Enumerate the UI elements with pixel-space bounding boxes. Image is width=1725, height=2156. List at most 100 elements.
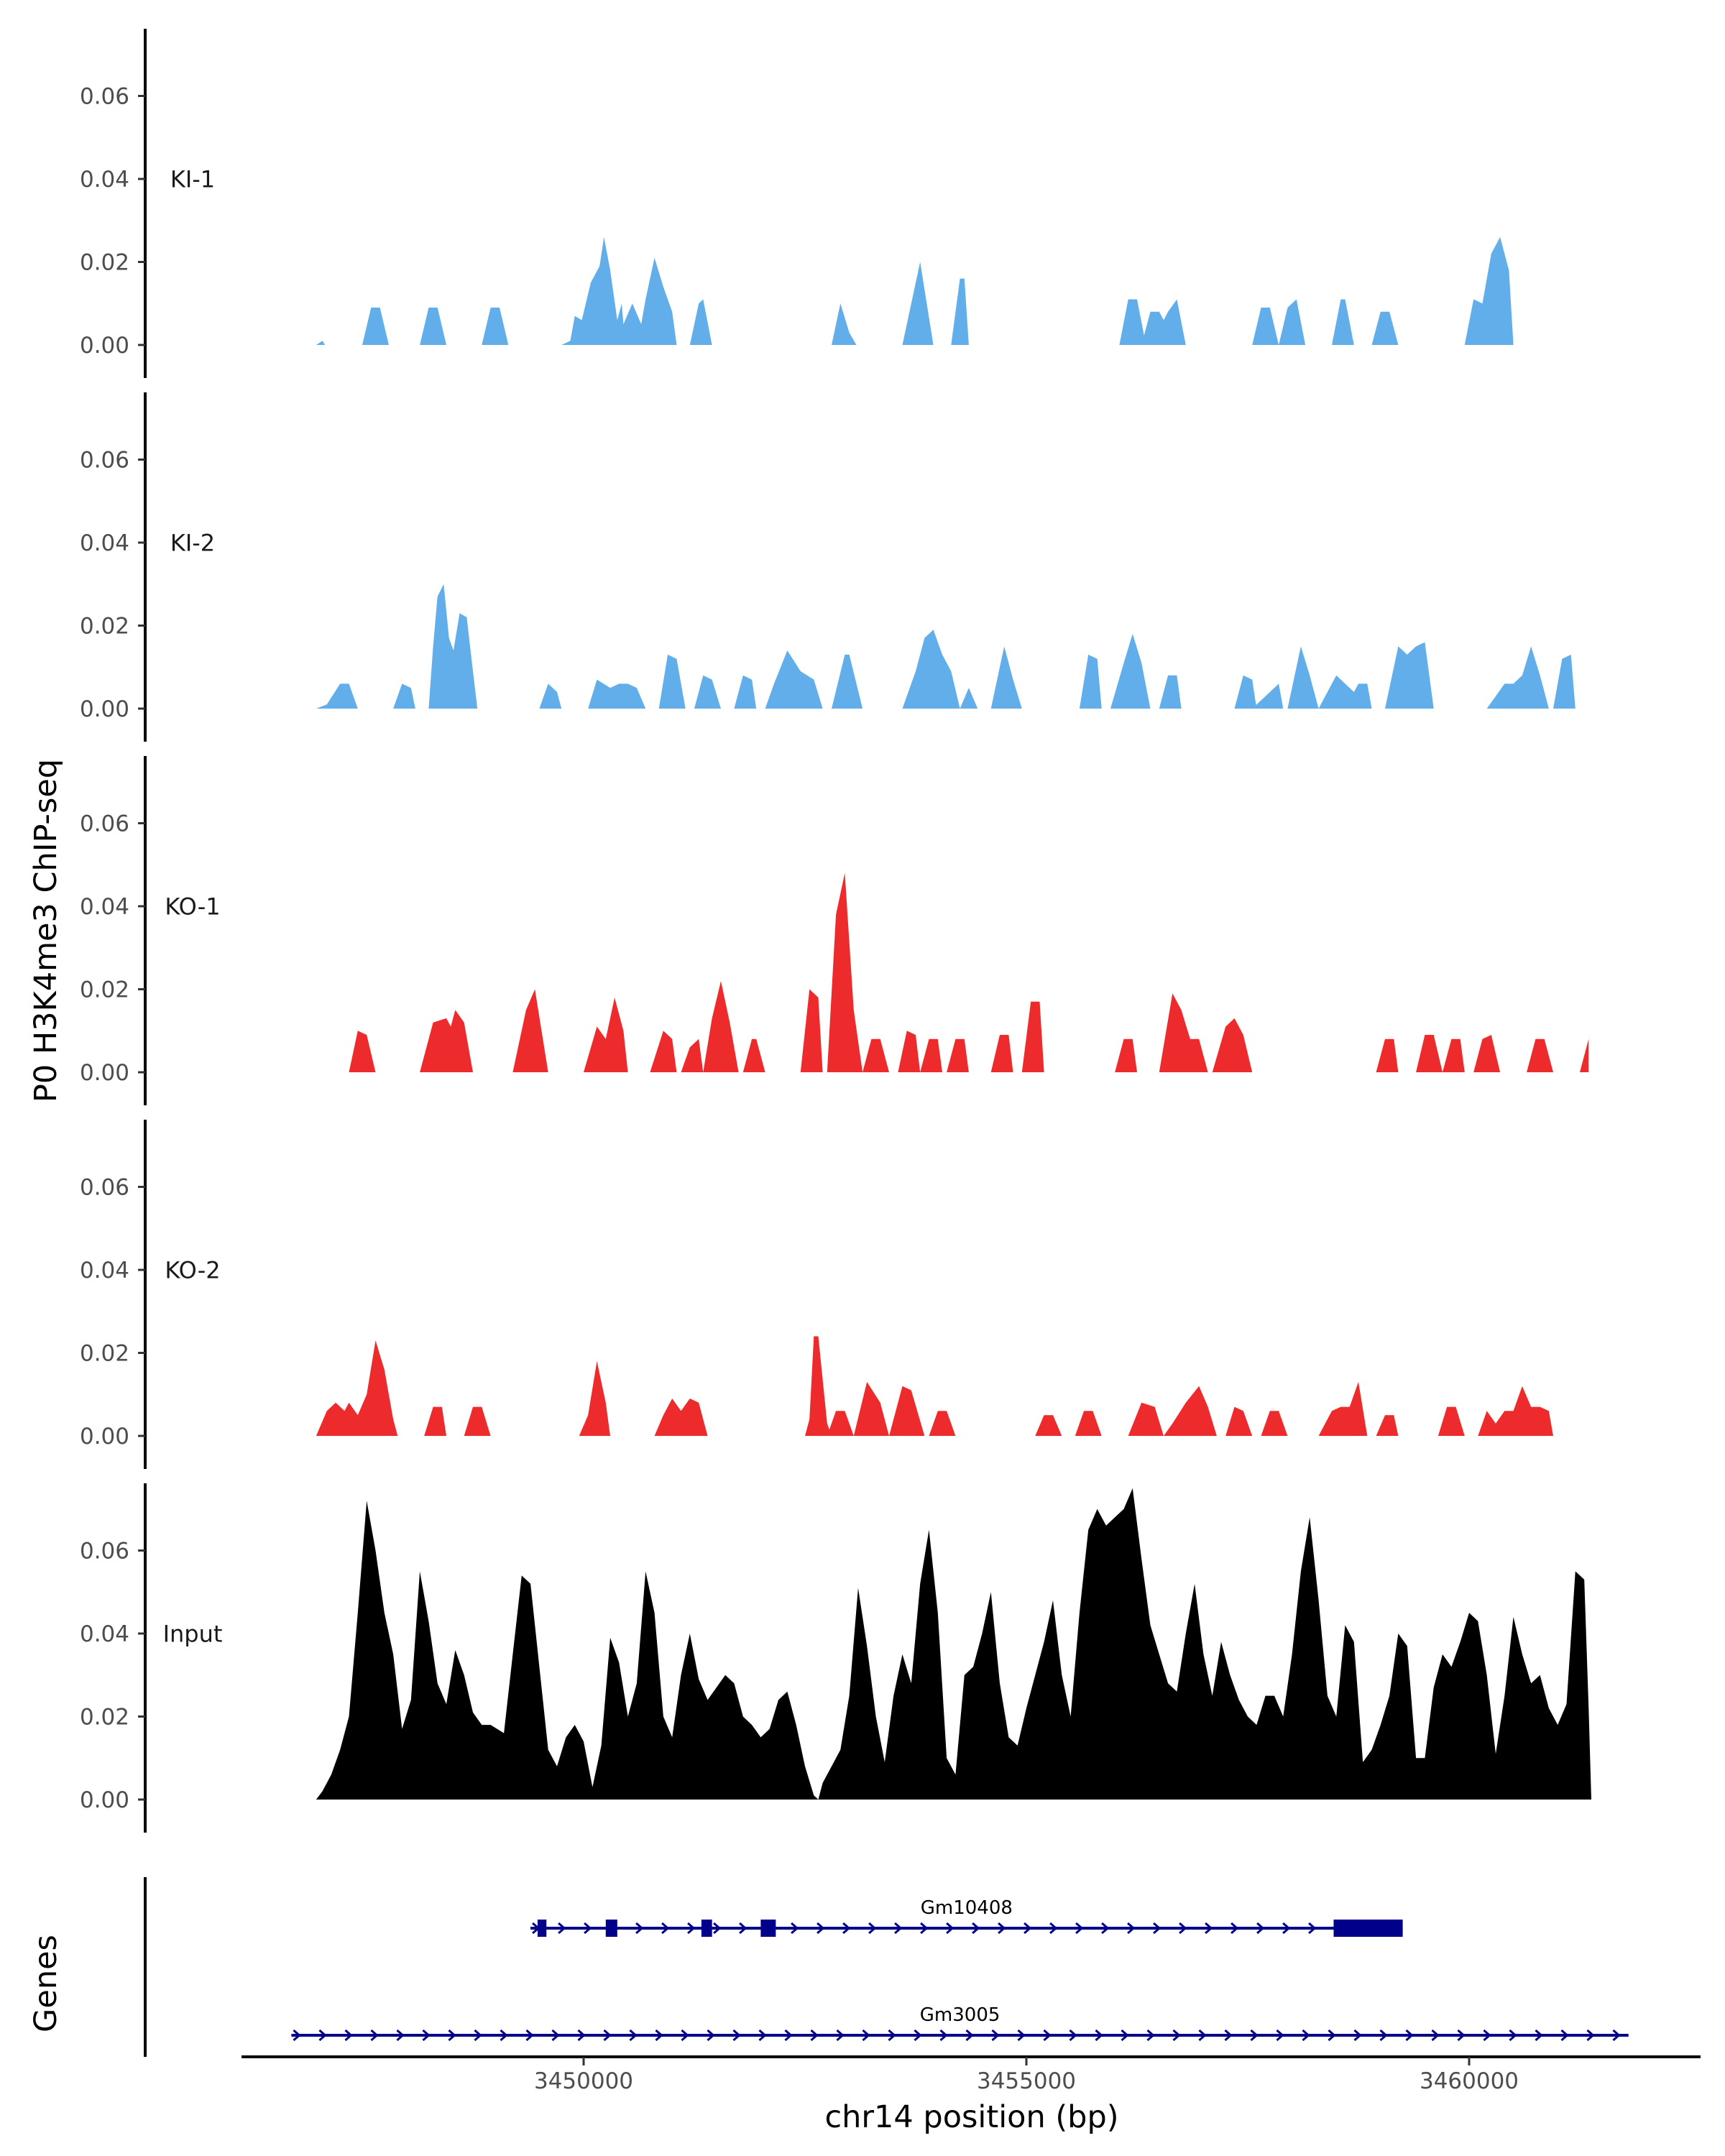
strand-arrow-icon [687, 1922, 696, 1935]
strand-arrow-icon [1535, 2029, 1543, 2042]
strand-arrow-icon [1302, 2029, 1310, 2042]
y-tick-label: 0.06 [80, 811, 129, 837]
strand-arrow-icon [1179, 1922, 1187, 1935]
y-tick-label: 0.04 [80, 1621, 129, 1647]
y-tick-label: 0.00 [80, 1787, 129, 1813]
y-tick-label: 0.02 [80, 1705, 129, 1731]
signal-area-ko-2 [316, 1336, 1553, 1436]
x-axis-title: chr14 position (bp) [824, 2099, 1118, 2135]
strand-arrow-icon [1075, 1922, 1084, 1935]
strand-arrow-icon [920, 1922, 929, 1935]
y-tick-label: 0.04 [80, 530, 129, 556]
strand-arrow-icon [784, 2029, 793, 2042]
x-tick-label: 3460000 [1420, 2068, 1519, 2094]
y-tick-label: 0.00 [80, 1424, 129, 1450]
strand-arrow-icon [965, 2029, 974, 2042]
strand-arrow-icon [1198, 2029, 1207, 2042]
strand-arrow-icon [946, 1922, 954, 1935]
y-tick-label: 0.02 [80, 250, 129, 276]
exon [1333, 1920, 1403, 1937]
strand-arrow-icon [1127, 1922, 1136, 1935]
strand-arrow-icon [739, 1922, 748, 1935]
y-tick-label: 0.00 [80, 1060, 129, 1086]
track-ki-2: 0.00 0.02 0.04 0.06 KI-2 [80, 392, 1576, 742]
strand-arrow-icon [1069, 2029, 1077, 2042]
strand-arrow-icon [1230, 1922, 1239, 1935]
strand-arrow-icon [1121, 2029, 1129, 2042]
track-label: KO-2 [165, 1257, 220, 1284]
strand-arrow-icon [888, 2029, 896, 2042]
y-axis-title: P0 H3K4me3 ChIP-seq [28, 759, 64, 1102]
gene-annotation-panel: Gm10408 Gm3005 [144, 1877, 1629, 2057]
y-tick-label: 0.06 [80, 1539, 129, 1565]
strand-arrow-icon [1049, 1922, 1058, 1935]
strand-arrow-icon [868, 1922, 877, 1935]
signal-tracks: 0.00 0.02 0.04 0.06 KI-1 0.00 0.02 0.04 0.06 KI-2… [80, 29, 1591, 1833]
strand-arrow-icon [474, 2029, 482, 2042]
strand-arrow-icon [758, 2029, 767, 2042]
strand-arrow-icon [1205, 1922, 1213, 1935]
y-tick-label: 0.06 [80, 448, 129, 474]
track-ko-2: 0.00 0.02 0.04 0.06 KO-2 [80, 1120, 1553, 1469]
strand-arrow-icon [1172, 2029, 1181, 2042]
strand-arrow-icon [791, 1922, 799, 1935]
strand-arrow-icon [318, 2029, 327, 2042]
x-tick-label: 3455000 [977, 2068, 1076, 2094]
strand-arrow-icon [293, 2029, 301, 2042]
strand-arrow-icon [1153, 1922, 1162, 1935]
strand-arrow-icon [816, 1922, 825, 1935]
strand-arrow-icon [1379, 2029, 1388, 2042]
strand-arrow-icon [1224, 2029, 1233, 2042]
strand-arrow-icon [629, 2029, 638, 2042]
strand-arrow-icon [1483, 2029, 1491, 2042]
exon [701, 1920, 712, 1937]
track-ko-1: 0.00 0.02 0.04 0.06 KO-1 [80, 756, 1589, 1105]
y-tick-label: 0.00 [80, 333, 129, 359]
strand-arrow-icon [681, 2029, 689, 2042]
strand-arrow-icon [836, 2029, 845, 2042]
signal-area-input [316, 1488, 1591, 1800]
strand-arrow-icon [551, 2029, 560, 2042]
strand-arrow-icon [577, 2029, 586, 2042]
x-axis: 3450000 3455000 3460000 [242, 2055, 1701, 2094]
strand-arrow-icon [972, 1922, 980, 1935]
strand-arrow-icon [655, 2029, 663, 2042]
strand-arrow-icon [1282, 1922, 1291, 1935]
strand-arrow-icon [635, 1922, 644, 1935]
strand-arrow-icon [1509, 2029, 1517, 2042]
strand-arrow-icon [1457, 2029, 1466, 2042]
strand-arrow-icon [344, 2029, 353, 2042]
strand-arrow-icon [998, 1922, 1006, 1935]
strand-arrow-icon [500, 2029, 508, 2042]
gene-gm3005: Gm3005 [291, 2004, 1629, 2042]
strand-arrow-icon [894, 1922, 903, 1935]
strand-arrow-icon [1250, 2029, 1259, 2042]
signal-area-ki-1 [316, 236, 1514, 345]
y-tick-label: 0.06 [80, 84, 129, 110]
strand-arrow-icon [914, 2029, 922, 2042]
y-tick-label: 0.04 [80, 894, 129, 920]
strand-arrow-icon [1328, 2029, 1336, 2042]
strand-arrow-icon [1308, 1922, 1317, 1935]
strand-arrow-icon [842, 1922, 851, 1935]
strand-arrow-icon [1146, 2029, 1155, 2042]
strand-arrow-icon [448, 2029, 456, 2042]
strand-arrow-icon [991, 2029, 1000, 2042]
strand-arrow-icon [370, 2029, 379, 2042]
track-ki-1: 0.00 0.02 0.04 0.06 KI-1 [80, 29, 1514, 378]
track-label: KI-2 [170, 530, 215, 557]
strand-arrow-icon [810, 2029, 819, 2042]
strand-arrow-icon [1405, 2029, 1414, 2042]
track-label: KI-1 [170, 166, 215, 193]
strand-arrow-icon [1431, 2029, 1440, 2042]
x-tick-label: 3450000 [534, 2068, 633, 2094]
y-tick-label: 0.02 [80, 977, 129, 1003]
strand-arrow-icon [1256, 1922, 1265, 1935]
y-tick-label: 0.02 [80, 614, 129, 640]
strand-arrow-icon [1017, 2029, 1026, 2042]
strand-arrow-icon [1024, 1922, 1032, 1935]
strand-arrow-icon [1353, 2029, 1362, 2042]
track-label: Input [163, 1621, 223, 1648]
